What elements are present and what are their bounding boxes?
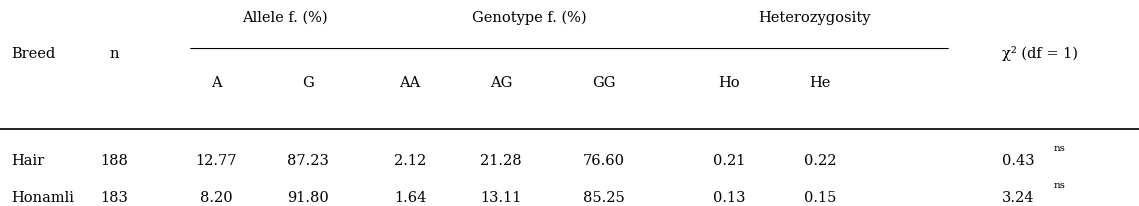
Text: 91.80: 91.80 (287, 190, 328, 204)
Text: χ² (df = 1): χ² (df = 1) (1002, 46, 1079, 61)
Text: 0.22: 0.22 (804, 153, 836, 167)
Text: ns: ns (1054, 143, 1065, 152)
Text: 0.21: 0.21 (713, 153, 745, 167)
Text: G: G (302, 75, 313, 89)
Text: Heterozygosity: Heterozygosity (759, 11, 870, 25)
Text: 76.60: 76.60 (583, 153, 624, 167)
Text: 183: 183 (100, 190, 128, 204)
Text: AG: AG (490, 75, 513, 89)
Text: He: He (810, 75, 830, 89)
Text: Genotype f. (%): Genotype f. (%) (473, 10, 587, 25)
Text: 0.13: 0.13 (713, 190, 745, 204)
Text: n: n (109, 46, 118, 60)
Text: 85.25: 85.25 (583, 190, 624, 204)
Text: Allele f. (%): Allele f. (%) (241, 11, 328, 25)
Text: GG: GG (592, 75, 615, 89)
Text: ns: ns (1054, 180, 1065, 189)
Text: 2.12: 2.12 (394, 153, 426, 167)
Text: 8.20: 8.20 (200, 190, 232, 204)
Text: 13.11: 13.11 (481, 190, 522, 204)
Text: Ho: Ho (719, 75, 739, 89)
Text: 188: 188 (100, 153, 128, 167)
Text: A: A (211, 75, 222, 89)
Text: 12.77: 12.77 (196, 153, 237, 167)
Text: 87.23: 87.23 (287, 153, 328, 167)
Text: 3.24: 3.24 (1002, 190, 1035, 204)
Text: 1.64: 1.64 (394, 190, 426, 204)
Text: 0.15: 0.15 (804, 190, 836, 204)
Text: Breed: Breed (11, 46, 56, 60)
Text: AA: AA (400, 75, 420, 89)
Text: 0.43: 0.43 (1002, 153, 1035, 167)
Text: Hair: Hair (11, 153, 44, 167)
Text: Honamli: Honamli (11, 190, 74, 204)
Text: 21.28: 21.28 (481, 153, 522, 167)
